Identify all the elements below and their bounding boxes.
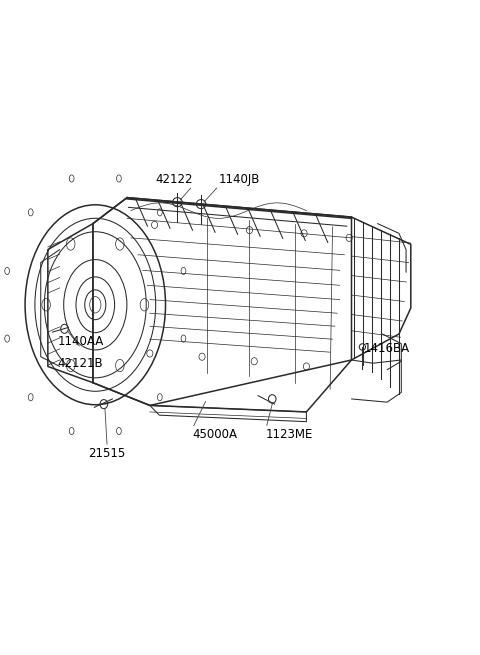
Text: 1140JB: 1140JB <box>219 173 260 186</box>
Text: 1416BA: 1416BA <box>363 342 409 355</box>
Text: 42121B: 42121B <box>57 357 103 369</box>
Text: 21515: 21515 <box>88 447 126 460</box>
Text: 45000A: 45000A <box>192 428 238 441</box>
Text: 1123ME: 1123ME <box>266 428 313 441</box>
Text: 42122: 42122 <box>155 173 192 186</box>
Text: 1140AA: 1140AA <box>57 335 104 348</box>
